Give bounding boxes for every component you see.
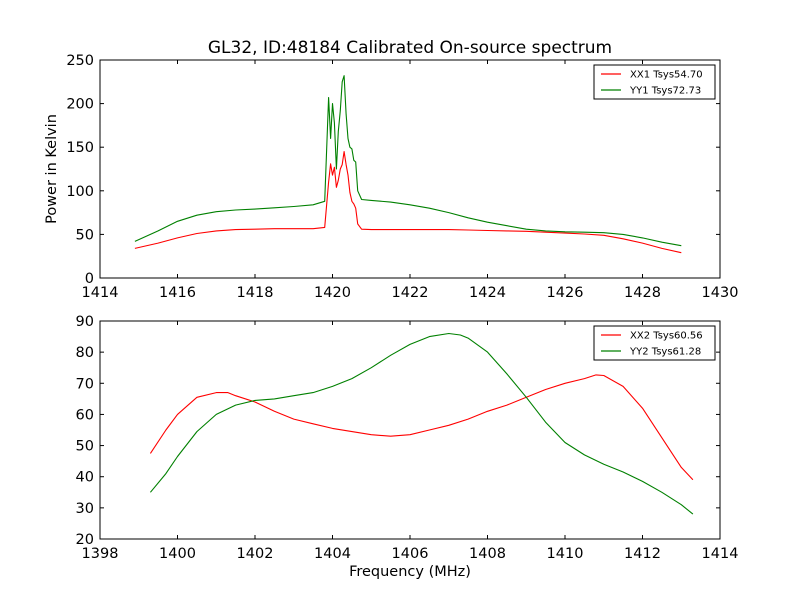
- y-tick-label: 80: [76, 345, 94, 361]
- y-tick-label: 60: [76, 407, 94, 423]
- x-tick-label: 1424: [469, 285, 506, 301]
- y-tick-label: 50: [76, 439, 94, 455]
- y-axis-label: Power in Kelvin: [44, 114, 60, 224]
- x-tick-label: 1428: [624, 285, 661, 301]
- y-tick-label: 30: [76, 501, 94, 517]
- legend-label: YY2 Tsys61.28: [629, 347, 701, 358]
- series-line-yy: [149, 332, 694, 515]
- y-tick-label: 90: [76, 314, 94, 330]
- legend: XX2 Tsys60.56 YY2 Tsys61.28: [593, 325, 716, 361]
- x-tick-label: 1426: [547, 285, 584, 301]
- x-tick-label: 1416: [159, 285, 196, 301]
- x-tick-label: 1430: [702, 285, 739, 301]
- figure-title: GL32, ID:48184 Calibrated On-source spec…: [208, 38, 612, 58]
- x-tick-label: 1412: [624, 546, 661, 562]
- x-tick-label: 1422: [392, 285, 429, 301]
- x-tick-label: 1400: [159, 546, 196, 562]
- x-tick-label: 1418: [237, 285, 274, 301]
- legend: XX1 Tsys54.70 YY1 Tsys72.73: [593, 64, 716, 100]
- y-tick-label: 70: [76, 376, 94, 392]
- x-tick-label: 1420: [314, 285, 351, 301]
- x-tick-label: 1402: [237, 546, 274, 562]
- series-line-xx: [134, 151, 682, 254]
- x-tick-label: 1414: [82, 285, 119, 301]
- y-tick-label: 100: [66, 184, 94, 200]
- x-tick-label: 1404: [314, 546, 351, 562]
- legend-label: YY1 Tsys72.73: [629, 86, 701, 97]
- y-tick-label: 20: [76, 532, 94, 548]
- legend-label: XX1 Tsys54.70: [630, 70, 703, 81]
- x-tick-label: 1414: [702, 546, 739, 562]
- y-tick-label: 0: [85, 271, 94, 287]
- x-axis-label: Frequency (MHz): [349, 564, 471, 580]
- y-tick-label: 250: [66, 53, 94, 69]
- top-plot: 1414 1416 1418 1420 1422 1424 1426 1428 1430 0 50 1…: [44, 53, 738, 301]
- y-tick-label: 150: [66, 140, 94, 156]
- legend-label: XX2 Tsys60.56: [630, 331, 703, 342]
- y-tick-label: 40: [76, 470, 94, 486]
- bottom-plot: 1398 1400 1402 1404 1406 1408 1410 1412 1414 20 30…: [76, 314, 739, 580]
- series-line-xx: [149, 374, 694, 481]
- x-tick-label: 1408: [469, 546, 506, 562]
- y-tick-label: 50: [76, 227, 94, 243]
- x-tick-label: 1398: [82, 546, 119, 562]
- x-tick-label: 1406: [392, 546, 429, 562]
- y-tick-label: 200: [66, 97, 94, 113]
- legend-box: [593, 325, 716, 361]
- legend-box: [593, 64, 716, 100]
- series-line-yy: [134, 75, 682, 247]
- x-tick-label: 1410: [547, 546, 584, 562]
